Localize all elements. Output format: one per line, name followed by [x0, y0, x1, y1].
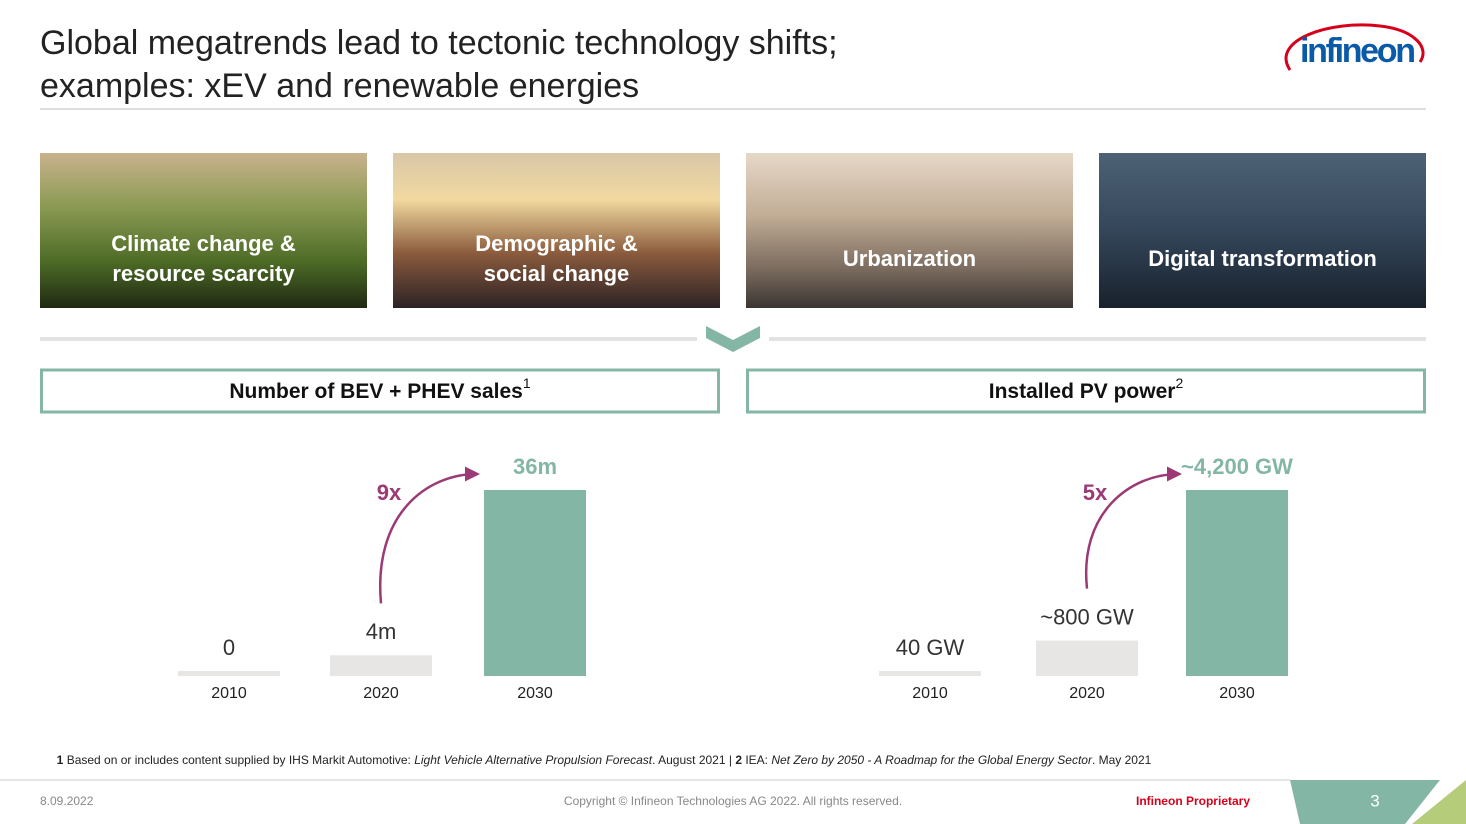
- value-label: 36m: [513, 454, 557, 479]
- footnote-part: 2: [735, 753, 742, 767]
- tile-label: social change: [484, 261, 630, 286]
- growth-arrow: [1084, 466, 1182, 589]
- footnote-ref: 1: [523, 375, 531, 391]
- x-tick-label: 2010: [211, 685, 247, 702]
- footnote-part: . August 2021 |: [652, 753, 735, 767]
- tile-label: Demographic &: [475, 231, 638, 256]
- header: Global megatrends lead to tectonic techn…: [40, 23, 1426, 110]
- x-tick-label: 2030: [517, 685, 553, 702]
- growth-annotation: 9x: [377, 480, 402, 505]
- chart-title: Installed PV power2: [989, 375, 1184, 403]
- tiles: Climate change & resource scarcity Demogra…: [40, 153, 1426, 308]
- page-number: 3: [1370, 791, 1379, 810]
- section-box: [40, 368, 720, 414]
- tile-image: [1099, 153, 1426, 308]
- value-label: 0: [223, 635, 235, 660]
- footer-classification: Infineon Proprietary: [1136, 794, 1250, 808]
- charts: Number of BEV + PHEV sales1 0 2010 4m 2020 36…: [40, 368, 1426, 702]
- x-tick-label: 2010: [912, 685, 948, 702]
- logo: infineon: [1300, 32, 1416, 70]
- tile-image: [746, 153, 1073, 308]
- footnote-part: 1: [57, 753, 64, 767]
- value-label: ~4,200 GW: [1181, 454, 1293, 479]
- bar: [1186, 490, 1288, 676]
- footnote-part: . May 2021: [1092, 753, 1152, 767]
- tile-image: [393, 153, 720, 308]
- tile-label: Digital transformation: [1148, 246, 1377, 271]
- bar: [330, 655, 432, 676]
- chart-title: Number of BEV + PHEV sales1: [229, 375, 531, 403]
- footer-date: 8.09.2022: [40, 794, 94, 808]
- x-tick-label: 2030: [1219, 685, 1255, 702]
- chevron: [706, 326, 760, 352]
- growth-annotation: 5x: [1083, 480, 1108, 505]
- footnote-part: Based on or includes content supplied by…: [63, 753, 414, 767]
- chart-title-text: Installed PV power: [989, 380, 1176, 403]
- footer: 8.09.2022 Copyright © Infineon Technolog…: [0, 779, 1466, 824]
- page-tab: [1290, 780, 1440, 824]
- baseline-strip: [879, 671, 981, 676]
- baseline-strip: [178, 671, 280, 676]
- footnote-ref: 2: [1175, 375, 1183, 391]
- title-line: examples: xEV and renewable energies: [40, 67, 639, 105]
- footnote-part: IEA:: [742, 753, 771, 767]
- corner-accent: [1412, 780, 1466, 824]
- x-tick-label: 2020: [363, 685, 399, 702]
- bar: [484, 490, 586, 676]
- footer-copyright: Copyright © Infineon Technologies AG 202…: [564, 794, 902, 808]
- x-tick-label: 2020: [1069, 685, 1105, 702]
- chart-title-text: Number of BEV + PHEV sales: [229, 380, 523, 403]
- value-label: 40 GW: [896, 635, 965, 660]
- tile-label: resource scarcity: [112, 261, 295, 286]
- value-label: 4m: [366, 619, 397, 644]
- growth-arrow: [378, 466, 480, 604]
- tile-label: Urbanization: [843, 246, 976, 271]
- tile-label: Climate change &: [111, 231, 296, 256]
- footnote-part: Net Zero by 2050 - A Roadmap for the Glo…: [771, 753, 1093, 767]
- bar: [879, 674, 981, 676]
- footnote: 1 Based on or includes content supplied …: [40, 753, 1161, 767]
- value-label: ~800 GW: [1040, 604, 1134, 629]
- logo-swoosh: [1284, 23, 1425, 71]
- footnote-part: Light Vehicle Alternative Propulsion For…: [414, 753, 653, 767]
- bar: [1036, 640, 1138, 676]
- title-line: Global megatrends lead to tectonic techn…: [40, 24, 838, 62]
- tile-image: [40, 153, 367, 308]
- section-box: [746, 368, 1426, 414]
